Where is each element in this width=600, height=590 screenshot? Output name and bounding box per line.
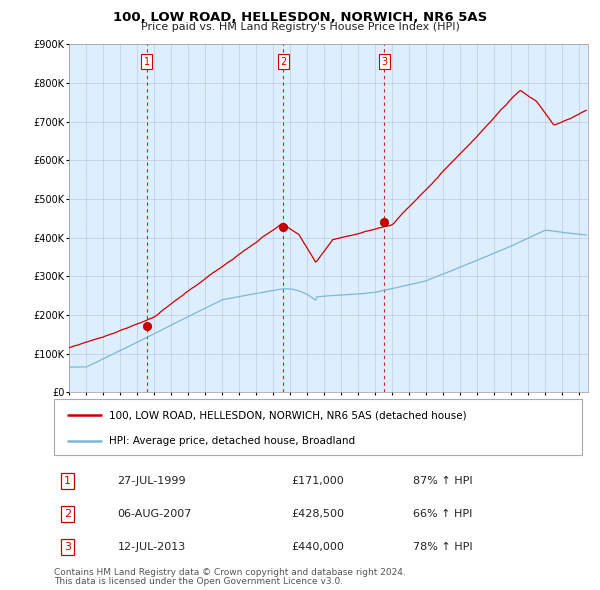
Text: £428,500: £428,500 bbox=[292, 509, 344, 519]
Text: 27-JUL-1999: 27-JUL-1999 bbox=[118, 476, 186, 486]
Text: Contains HM Land Registry data © Crown copyright and database right 2024.: Contains HM Land Registry data © Crown c… bbox=[54, 568, 406, 576]
Text: 12-JUL-2013: 12-JUL-2013 bbox=[118, 542, 185, 552]
FancyBboxPatch shape bbox=[54, 399, 582, 455]
Text: 3: 3 bbox=[64, 542, 71, 552]
Text: 2: 2 bbox=[280, 57, 287, 67]
Text: 78% ↑ HPI: 78% ↑ HPI bbox=[413, 542, 473, 552]
Text: HPI: Average price, detached house, Broadland: HPI: Average price, detached house, Broa… bbox=[109, 437, 356, 447]
Text: 66% ↑ HPI: 66% ↑ HPI bbox=[413, 509, 472, 519]
Text: This data is licensed under the Open Government Licence v3.0.: This data is licensed under the Open Gov… bbox=[54, 577, 343, 586]
Text: 06-AUG-2007: 06-AUG-2007 bbox=[118, 509, 192, 519]
Text: Price paid vs. HM Land Registry's House Price Index (HPI): Price paid vs. HM Land Registry's House … bbox=[140, 22, 460, 32]
Text: £171,000: £171,000 bbox=[292, 476, 344, 486]
Text: 87% ↑ HPI: 87% ↑ HPI bbox=[413, 476, 473, 486]
Text: £440,000: £440,000 bbox=[292, 542, 344, 552]
Text: 3: 3 bbox=[381, 57, 388, 67]
Text: 1: 1 bbox=[64, 476, 71, 486]
Text: 2: 2 bbox=[64, 509, 71, 519]
Text: 100, LOW ROAD, HELLESDON, NORWICH, NR6 5AS: 100, LOW ROAD, HELLESDON, NORWICH, NR6 5… bbox=[113, 11, 487, 24]
Text: 1: 1 bbox=[144, 57, 150, 67]
Text: 100, LOW ROAD, HELLESDON, NORWICH, NR6 5AS (detached house): 100, LOW ROAD, HELLESDON, NORWICH, NR6 5… bbox=[109, 410, 467, 420]
